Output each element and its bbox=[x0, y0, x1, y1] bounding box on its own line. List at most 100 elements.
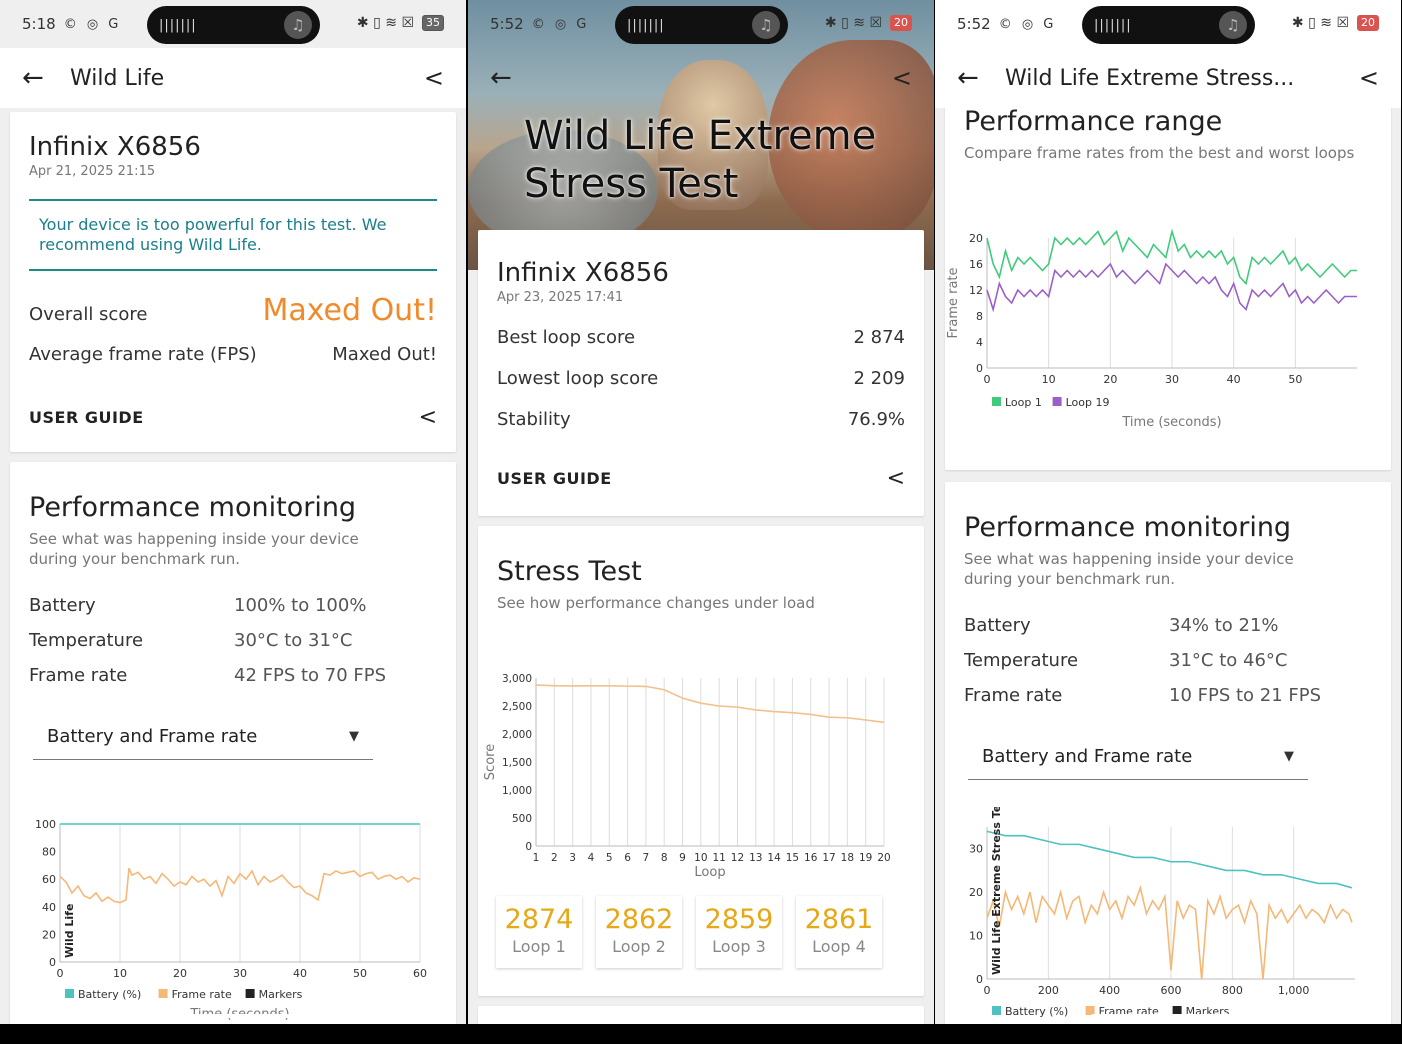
page-title: Wild Life Extreme Stress... bbox=[1005, 65, 1295, 91]
y-tick-label: 0 bbox=[49, 956, 56, 969]
chart-type-dropdown[interactable]: Battery and Frame rate ▼ bbox=[33, 714, 373, 760]
legend-swatch bbox=[1172, 1006, 1182, 1015]
home-indicator[interactable] bbox=[1091, 1014, 1246, 1018]
overall-score-label: Overall score bbox=[29, 304, 148, 325]
app-bar: ← Wild Life Extreme Stress... < bbox=[935, 48, 1401, 108]
user-guide-link[interactable]: USER GUIDE bbox=[497, 469, 612, 488]
dynamic-island[interactable]: ||||||| ♫ bbox=[147, 6, 320, 44]
loop-score-list[interactable]: 2874 Loop 1 2862 Loop 2 2859 Loop 3 2861 Loop 4 bbox=[496, 896, 922, 968]
overall-score-value: Maxed Out! bbox=[262, 293, 437, 328]
audio-wave-icon: ||||||| bbox=[627, 17, 665, 33]
app-bar: ← < bbox=[468, 48, 934, 108]
y-tick-label: 0 bbox=[976, 362, 983, 375]
series-line bbox=[535, 684, 885, 724]
series-line bbox=[986, 884, 1353, 980]
stability-label: Stability bbox=[497, 409, 571, 430]
legend-swatch bbox=[992, 397, 1001, 406]
performance-card: Performance monitoring See what was happ… bbox=[945, 482, 1391, 1024]
legend-swatch bbox=[245, 989, 255, 998]
x-tick-label: 18 bbox=[841, 852, 854, 864]
y-tick-label: 60 bbox=[42, 873, 56, 886]
temperature-value: 30°C to 31°C bbox=[234, 630, 353, 651]
x-tick-label: 4 bbox=[588, 852, 595, 864]
x-tick-label: 13 bbox=[749, 852, 762, 864]
home-indicator[interactable] bbox=[624, 1014, 779, 1018]
x-tick-label: 3 bbox=[569, 852, 576, 864]
battery-value: 34% to 21% bbox=[1169, 615, 1279, 636]
lowest-loop-row: Lowest loop score 2 209 bbox=[497, 368, 905, 389]
legend-label: Frame rate bbox=[172, 988, 232, 1001]
y-tick-label: 500 bbox=[512, 813, 532, 825]
section-title: Performance monitoring bbox=[29, 492, 357, 523]
share-icon[interactable]: < bbox=[891, 64, 912, 92]
loop-label: Loop 4 bbox=[812, 937, 866, 956]
loop-score-value: 2861 bbox=[804, 904, 874, 935]
chart-type-dropdown[interactable]: Battery and Frame rate ▼ bbox=[968, 734, 1308, 780]
device-name: Infinix X6856 bbox=[29, 132, 201, 162]
audio-wave-icon: ||||||| bbox=[1094, 17, 1132, 33]
fps-value: Maxed Out! bbox=[332, 344, 437, 365]
dropdown-arrow-icon: ▼ bbox=[349, 729, 359, 744]
y-tick-label: 12 bbox=[969, 284, 983, 297]
y-tick-label: 1,000 bbox=[502, 785, 532, 797]
system-status-icons: ✱ ▯ ≋ ☒ 35 bbox=[357, 15, 444, 31]
share-icon[interactable]: < bbox=[418, 405, 437, 430]
share-icon[interactable]: < bbox=[1358, 64, 1379, 92]
x-tick-label: 7 bbox=[643, 852, 650, 864]
x-tick-label: 0 bbox=[57, 967, 64, 980]
y-tick-label: 40 bbox=[42, 901, 56, 914]
best-loop-label: Best loop score bbox=[497, 327, 636, 348]
x-tick-label: 40 bbox=[1227, 373, 1241, 386]
back-arrow-icon[interactable]: ← bbox=[490, 63, 512, 93]
section-title: Performance monitoring bbox=[964, 512, 1292, 543]
legend-swatch bbox=[65, 989, 74, 998]
guide-row: USER GUIDE < bbox=[497, 466, 905, 491]
phone-screen-wild-life: 5:18 © ◎ G ||||||| ♫ ✱ ▯ ≋ ☒ 35 ← Wild L… bbox=[0, 0, 466, 1024]
y-tick-label: 0 bbox=[525, 841, 532, 853]
share-icon[interactable]: < bbox=[423, 64, 444, 92]
x-tick-label: 40 bbox=[293, 967, 307, 980]
y-tick-label: 1,500 bbox=[502, 757, 532, 769]
loop-score-tile[interactable]: 2861 Loop 4 bbox=[796, 896, 882, 968]
frame-rate-value: 10 FPS to 21 FPS bbox=[1169, 685, 1322, 706]
back-arrow-icon[interactable]: ← bbox=[22, 63, 44, 93]
loop-score-tile[interactable]: 2859 Loop 3 bbox=[696, 896, 782, 968]
section-title: Stress Test bbox=[497, 556, 642, 587]
battery-icon: 20 bbox=[1357, 15, 1379, 31]
home-indicator[interactable] bbox=[156, 1014, 311, 1018]
best-loop-value: 2 874 bbox=[853, 327, 905, 348]
legend-swatch bbox=[1052, 397, 1062, 406]
result-card: Infinix X6856 Apr 21, 2025 21:15 Your de… bbox=[10, 112, 456, 452]
x-tick-label: 14 bbox=[767, 852, 781, 864]
stability-value: 76.9% bbox=[847, 409, 905, 430]
x-tick-label: 20 bbox=[877, 852, 890, 864]
y-tick-label: 20 bbox=[969, 232, 983, 245]
y-tick-label: 3,000 bbox=[502, 673, 532, 685]
y-tick-label: 20 bbox=[42, 928, 56, 941]
share-icon[interactable]: < bbox=[886, 466, 905, 491]
legend-label: Battery (%) bbox=[78, 988, 141, 1001]
x-tick-label: 12 bbox=[731, 852, 744, 864]
y-tick-label: 4 bbox=[976, 336, 983, 349]
dynamic-island[interactable]: ||||||| ♫ bbox=[1082, 6, 1255, 44]
performance-chart: 0 200 400 600 800 1,000 0 10 20 30 Wild Life Extre… bbox=[969, 807, 1355, 1018]
x-tick-label: 2 bbox=[551, 852, 558, 864]
loop-score-value: 2859 bbox=[704, 904, 774, 935]
y-tick-label: 2,500 bbox=[502, 701, 532, 713]
battery-value: 100% to 100% bbox=[234, 595, 367, 616]
loop-score-tile[interactable]: 2862 Loop 2 bbox=[596, 896, 682, 968]
back-arrow-icon[interactable]: ← bbox=[957, 63, 979, 93]
dynamic-island[interactable]: ||||||| ♫ bbox=[615, 6, 788, 44]
hero-art-figure bbox=[658, 60, 768, 210]
music-note-icon: ♫ bbox=[284, 11, 312, 39]
x-tick-label: 50 bbox=[353, 967, 367, 980]
hero-art-creature bbox=[768, 40, 934, 240]
section-title: Performance range bbox=[964, 106, 1223, 137]
stress-test-chart: 1 2 3 4 5 6 7 8 9 10 11 12 13 14 15 16 17 18 19 2005001,000… bbox=[483, 673, 891, 880]
x-tick-label: 0 bbox=[984, 984, 991, 997]
user-guide-link[interactable]: USER GUIDE bbox=[29, 408, 144, 427]
loop-score-tile[interactable]: 2874 Loop 1 bbox=[496, 896, 582, 968]
x-tick-label: 16 bbox=[804, 852, 818, 864]
loop-label: Loop 1 bbox=[512, 937, 566, 956]
series-line bbox=[59, 867, 421, 904]
